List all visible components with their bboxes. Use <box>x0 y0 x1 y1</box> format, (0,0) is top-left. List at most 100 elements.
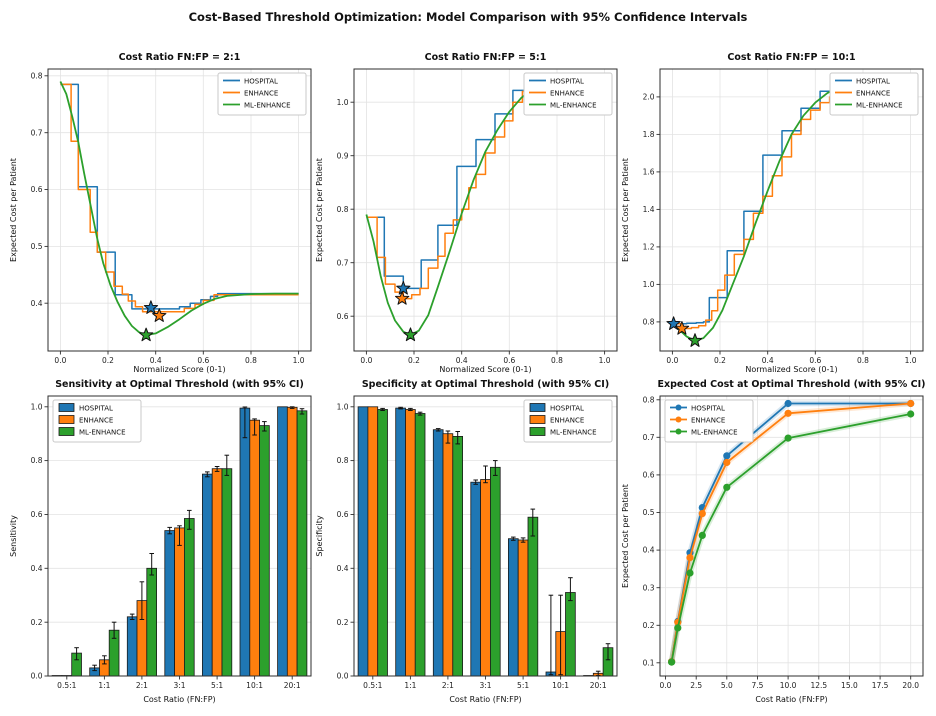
svg-text:0.5:1: 0.5:1 <box>57 681 76 690</box>
svg-text:HOSPITAL: HOSPITAL <box>691 405 725 413</box>
svg-text:0.4: 0.4 <box>762 356 774 365</box>
svg-text:1.0: 1.0 <box>31 402 43 411</box>
svg-text:0.7: 0.7 <box>643 433 655 442</box>
svg-text:7.5: 7.5 <box>752 681 764 690</box>
svg-text:ENHANCE: ENHANCE <box>691 417 725 425</box>
svg-text:Normalized Score (0-1): Normalized Score (0-1) <box>133 365 225 374</box>
subplot-cost-ratio-2-1: 0.0 0.2 0.4 0.6 0.8 1.0 0.4 0.5 0.6 0.7 0.8 Cost Ra… <box>6 44 318 377</box>
svg-text:17.5: 17.5 <box>872 681 889 690</box>
svg-text:1.0: 1.0 <box>337 98 349 107</box>
chart-canvas-specificity: 0.5:1 1:1 2:1 3:1 5:1 10:1 20:1 0.0 0.2 0.4 0.6 0.8… <box>315 379 618 704</box>
svg-text:HOSPITAL: HOSPITAL <box>550 405 584 413</box>
svg-text:0.3: 0.3 <box>643 583 655 592</box>
chart-canvas-expected-cost: 0.0 2.5 5.0 7.5 10.0 12.5 15.0 17.5 20.0 0.1 0.2 0.… <box>621 379 925 704</box>
svg-text:0.8: 0.8 <box>643 318 655 327</box>
svg-text:0.8: 0.8 <box>337 456 349 465</box>
svg-text:0.0: 0.0 <box>666 356 678 365</box>
svg-text:Cost Ratio FN:FP = 2:1: Cost Ratio FN:FP = 2:1 <box>119 52 241 63</box>
svg-text:ENHANCE: ENHANCE <box>550 90 584 98</box>
svg-text:0.8: 0.8 <box>857 356 869 365</box>
subplot-sensitivity: 0.5:1 1:1 2:1 3:1 5:1 10:1 20:1 0.0 0.2 0.4 0.6 0.8… <box>6 376 318 714</box>
svg-text:0.6: 0.6 <box>31 185 43 194</box>
subplot-cost-ratio-5-1: 0.0 0.2 0.4 0.6 0.8 1.0 0.6 0.7 0.8 0.9 1.0 Cost Ra… <box>312 44 624 377</box>
svg-text:1.4: 1.4 <box>643 205 655 214</box>
svg-text:0.2: 0.2 <box>102 356 114 365</box>
svg-text:HOSPITAL: HOSPITAL <box>79 405 113 413</box>
svg-text:2.5: 2.5 <box>690 681 702 690</box>
svg-text:3:1: 3:1 <box>173 681 185 690</box>
svg-text:Cost Ratio FN:FP = 10:1: Cost Ratio FN:FP = 10:1 <box>727 52 855 63</box>
svg-text:0.5:1: 0.5:1 <box>363 681 382 690</box>
svg-text:0.2: 0.2 <box>408 356 420 365</box>
svg-text:0.6: 0.6 <box>337 312 349 321</box>
svg-text:0.8: 0.8 <box>245 356 257 365</box>
svg-text:1.0: 1.0 <box>293 356 305 365</box>
svg-text:1.8: 1.8 <box>643 130 655 139</box>
svg-text:0.2: 0.2 <box>643 621 655 630</box>
svg-text:0.0: 0.0 <box>660 681 672 690</box>
svg-text:0.1: 0.1 <box>643 658 655 667</box>
svg-text:10:1: 10:1 <box>552 681 569 690</box>
svg-text:12.5: 12.5 <box>810 681 827 690</box>
svg-text:ML-ENHANCE: ML-ENHANCE <box>550 429 597 437</box>
svg-text:2:1: 2:1 <box>136 681 148 690</box>
svg-text:Specificity at Optimal Thresho: Specificity at Optimal Threshold (with 9… <box>362 379 609 390</box>
svg-text:Normalized Score (0-1): Normalized Score (0-1) <box>745 365 837 374</box>
chart-canvas-cost-ratio-10-1: 0.0 0.2 0.4 0.6 0.8 1.0 0.8 1.0 1.2 1.4 1.6 1.8 2.0 C… <box>621 52 924 374</box>
svg-text:ENHANCE: ENHANCE <box>856 90 890 98</box>
svg-text:Cost Ratio (FN:FP): Cost Ratio (FN:FP) <box>143 695 215 704</box>
subplot-specificity: 0.5:1 1:1 2:1 3:1 5:1 10:1 20:1 0.0 0.2 0.4 0.6 0.8… <box>312 376 624 714</box>
svg-text:0.5: 0.5 <box>643 508 655 517</box>
svg-text:20:1: 20:1 <box>590 681 607 690</box>
svg-text:0.8: 0.8 <box>31 456 43 465</box>
svg-text:5.0: 5.0 <box>721 681 733 690</box>
svg-text:0.0: 0.0 <box>337 672 349 681</box>
svg-text:3:1: 3:1 <box>479 681 491 690</box>
svg-text:0.6: 0.6 <box>643 471 655 480</box>
svg-text:HOSPITAL: HOSPITAL <box>550 78 584 86</box>
svg-text:Expected Cost per Patient: Expected Cost per Patient <box>315 158 324 262</box>
svg-text:0.4: 0.4 <box>31 564 43 573</box>
svg-text:2.0: 2.0 <box>643 93 655 102</box>
svg-text:0.8: 0.8 <box>31 71 43 80</box>
svg-text:0.8: 0.8 <box>337 205 349 214</box>
svg-text:0.4: 0.4 <box>456 356 468 365</box>
svg-text:0.8: 0.8 <box>551 356 563 365</box>
svg-text:Sensitivity at Optimal Thresho: Sensitivity at Optimal Threshold (with 9… <box>55 379 304 390</box>
svg-text:0.7: 0.7 <box>31 128 43 137</box>
svg-text:1.2: 1.2 <box>643 243 655 252</box>
svg-text:1.0: 1.0 <box>905 356 917 365</box>
svg-text:20:1: 20:1 <box>284 681 301 690</box>
svg-text:ENHANCE: ENHANCE <box>244 90 278 98</box>
svg-text:1:1: 1:1 <box>98 681 110 690</box>
subplot-expected-cost: 0.0 2.5 5.0 7.5 10.0 12.5 15.0 17.5 20.0 0.1 0.2 0.… <box>618 376 930 714</box>
svg-text:Normalized Score (0-1): Normalized Score (0-1) <box>439 365 531 374</box>
svg-text:Expected Cost per Patient: Expected Cost per Patient <box>621 484 630 588</box>
svg-text:2:1: 2:1 <box>442 681 454 690</box>
figure-title: Cost-Based Threshold Optimization: Model… <box>188 10 748 24</box>
svg-text:0.4: 0.4 <box>31 299 43 308</box>
svg-text:10:1: 10:1 <box>246 681 263 690</box>
chart-canvas-cost-ratio-2-1: 0.0 0.2 0.4 0.6 0.8 1.0 0.4 0.5 0.6 0.7 0.8 Cost Ra… <box>9 52 312 374</box>
svg-text:0.9: 0.9 <box>337 151 349 160</box>
svg-text:HOSPITAL: HOSPITAL <box>244 78 278 86</box>
svg-text:ENHANCE: ENHANCE <box>550 417 584 425</box>
subplot-cost-ratio-10-1: 0.0 0.2 0.4 0.6 0.8 1.0 0.8 1.0 1.2 1.4 1.6 1.8 2.0 C… <box>618 44 930 377</box>
svg-text:0.6: 0.6 <box>809 356 821 365</box>
svg-text:Cost Ratio (FN:FP): Cost Ratio (FN:FP) <box>755 695 827 704</box>
svg-text:1.6: 1.6 <box>643 168 655 177</box>
svg-text:1.0: 1.0 <box>643 280 655 289</box>
svg-text:0.2: 0.2 <box>31 618 43 627</box>
svg-text:0.6: 0.6 <box>31 510 43 519</box>
svg-text:Sensitivity: Sensitivity <box>9 515 18 557</box>
svg-text:5:1: 5:1 <box>211 681 223 690</box>
svg-text:0.4: 0.4 <box>337 564 349 573</box>
svg-text:0.5: 0.5 <box>31 242 43 251</box>
svg-text:5:1: 5:1 <box>517 681 529 690</box>
svg-text:Expected Cost per Patient: Expected Cost per Patient <box>9 158 18 262</box>
svg-text:0.6: 0.6 <box>337 510 349 519</box>
svg-text:0.6: 0.6 <box>197 356 209 365</box>
chart-canvas-cost-ratio-5-1: 0.0 0.2 0.4 0.6 0.8 1.0 0.6 0.7 0.8 0.9 1.0 Cost Ra… <box>315 52 618 374</box>
svg-text:HOSPITAL: HOSPITAL <box>856 78 890 86</box>
svg-text:0.4: 0.4 <box>643 546 655 555</box>
